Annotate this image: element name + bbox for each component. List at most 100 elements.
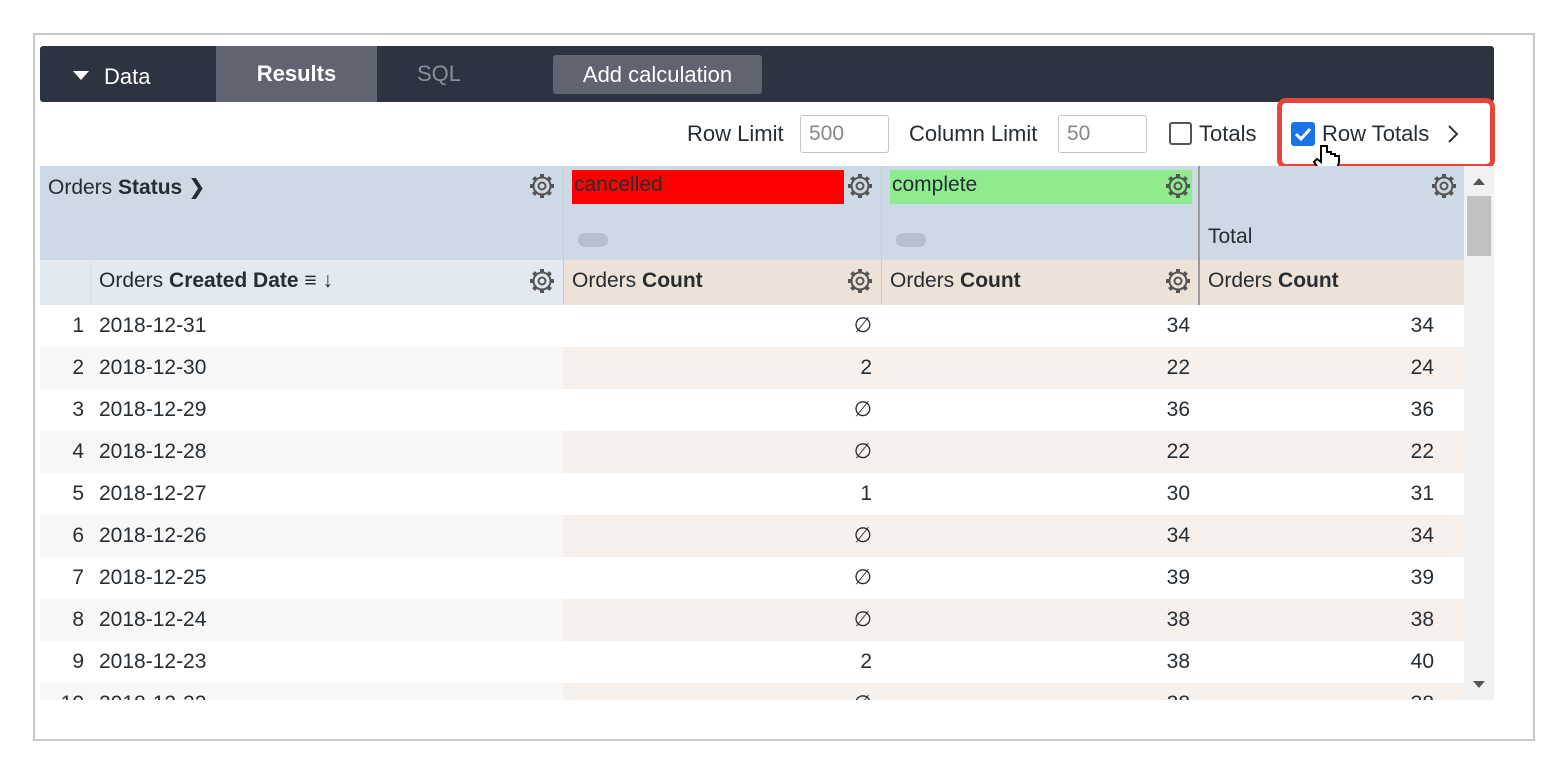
row-index: 9: [40, 641, 90, 683]
date-cell: 2018-12-25: [90, 557, 563, 599]
pivot-field: Status: [118, 176, 183, 199]
chevron: [1448, 125, 1459, 143]
dimension-field: Created Date: [169, 269, 299, 292]
gear-icon[interactable]: [1430, 172, 1458, 200]
results-tab-bg: [216, 46, 377, 102]
column-limit-label: Column Limit: [909, 121, 1038, 146]
pivot-cancelled: cancelled: [572, 170, 844, 204]
row-index: 10: [40, 683, 90, 700]
date-cell: 2018-12-29: [90, 389, 563, 431]
measure-header: [563, 260, 1464, 305]
row-limit-input[interactable]: 500: [800, 115, 889, 153]
caret-icon: [73, 71, 89, 80]
count-cell: 39: [1199, 557, 1464, 599]
table-body: 1 2018-12-31 ∅ 34 34 2 2018-12-30 2 22 24 3 2018-12…: [40, 305, 1464, 700]
add-calculation-button[interactable]: Add calculation: [553, 55, 762, 94]
count-cell: 39: [881, 557, 1199, 599]
frame: [33, 33, 1535, 741]
count-cell: 38: [1199, 599, 1464, 641]
count-cell: ∅: [563, 599, 881, 641]
measure-label: Orders Count: [890, 269, 1021, 293]
count-cell: 40: [1199, 641, 1464, 683]
measure-prefix: Orders: [572, 269, 637, 292]
row-index: 4: [40, 431, 90, 473]
count-cell: 22: [1199, 431, 1464, 473]
row-index: 7: [40, 557, 90, 599]
count-cell: 34: [1199, 305, 1464, 347]
row-index: 2: [40, 347, 90, 389]
date-cell: 2018-12-31: [90, 305, 563, 347]
scroll-up[interactable]: [1472, 176, 1486, 186]
gear-icon[interactable]: [528, 267, 556, 295]
count-cell: 22: [881, 431, 1199, 473]
date-cell: 2018-12-27: [90, 473, 563, 515]
totals-checkbox[interactable]: [1169, 122, 1192, 145]
count-cell: 36: [881, 389, 1199, 431]
sql-tab[interactable]: SQL: [417, 61, 462, 86]
count-cell: ∅: [563, 305, 881, 347]
count-cell: 36: [1199, 389, 1464, 431]
count-cell: 22: [881, 347, 1199, 389]
measure-label: Orders Count: [1208, 269, 1339, 293]
measure-prefix: Orders: [1208, 269, 1273, 292]
count-cell: 34: [1199, 515, 1464, 557]
data-tab[interactable]: Data: [104, 64, 151, 89]
scroll-thumb[interactable]: [1467, 196, 1491, 256]
date-cell: 2018-12-23: [90, 641, 563, 683]
dimension-prefix: Orders: [99, 269, 164, 292]
row-index: 3: [40, 389, 90, 431]
count-cell: 24: [1199, 347, 1464, 389]
ellipsis[interactable]: [896, 233, 926, 247]
measure-field: Count: [642, 269, 703, 292]
count-cell: ∅: [563, 515, 881, 557]
row-totals-label: Row Totals: [1322, 121, 1430, 146]
pivot-complete: complete: [890, 170, 1192, 204]
pivot-label: Orders Status ❯: [48, 176, 206, 199]
results-tab[interactable]: Results: [256, 61, 337, 86]
measure-prefix: Orders: [890, 269, 955, 292]
count-cell: 38: [881, 683, 1199, 700]
dimension-header: [40, 260, 563, 305]
date-cell: 2018-12-28: [90, 431, 563, 473]
count-cell: 38: [881, 599, 1199, 641]
count-cell: 31: [1199, 473, 1464, 515]
gear-icon[interactable]: [528, 172, 556, 200]
date-cell: 2018-12-26: [90, 515, 563, 557]
totals-label: Totals: [1199, 121, 1257, 146]
count-cell: 30: [881, 473, 1199, 515]
gear-icon[interactable]: [1164, 172, 1192, 200]
date-cell: 2018-12-22: [90, 683, 563, 700]
count-cell: 1: [563, 473, 881, 515]
pivot-prefix: Orders: [48, 176, 113, 199]
count-cell: 34: [881, 305, 1199, 347]
count-cell: ∅: [563, 389, 881, 431]
count-cell: 2: [563, 641, 881, 683]
row-limit-label: Row Limit: [687, 121, 784, 146]
gear-icon[interactable]: [846, 267, 874, 295]
measure-field: Count: [1278, 269, 1339, 292]
count-cell: ∅: [563, 431, 881, 473]
row-index: 6: [40, 515, 90, 557]
count-cell: ∅: [563, 557, 881, 599]
gear-icon[interactable]: [846, 172, 874, 200]
count-cell: 34: [881, 515, 1199, 557]
row-index: 1: [40, 305, 90, 347]
ellipsis[interactable]: [578, 233, 608, 247]
column-limit-input[interactable]: 50: [1058, 115, 1147, 153]
count-cell: 38: [881, 641, 1199, 683]
row-index: 5: [40, 473, 90, 515]
row-index: 8: [40, 599, 90, 641]
scroll-down[interactable]: [1472, 680, 1486, 690]
count-cell: 2: [563, 347, 881, 389]
count-cell: 38: [1199, 683, 1464, 700]
row-totals-checkbox[interactable]: [1291, 122, 1315, 146]
measure-label: Orders Count: [572, 269, 703, 293]
measure-field: Count: [960, 269, 1021, 292]
count-cell: ∅: [563, 683, 881, 700]
date-cell: 2018-12-30: [90, 347, 563, 389]
dimension-label: Orders Created Date ≡ ↓: [99, 269, 334, 292]
date-cell: 2018-12-24: [90, 599, 563, 641]
total-label: Total: [1208, 225, 1253, 248]
gear-icon[interactable]: [1164, 267, 1192, 295]
